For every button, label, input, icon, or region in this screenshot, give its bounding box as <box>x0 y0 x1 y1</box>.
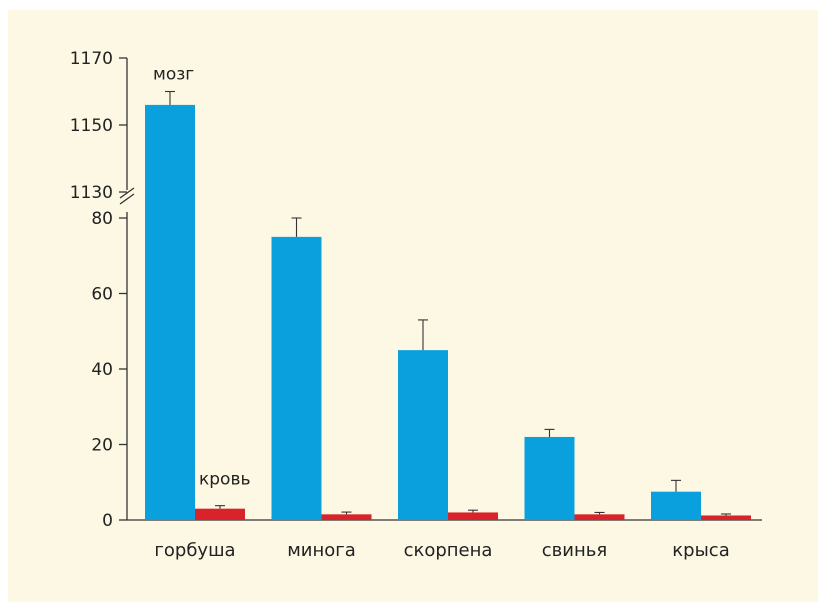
x-tick-label: свинья <box>542 540 607 561</box>
series-label-blood: кровь <box>199 470 251 490</box>
y-tick-label: 1130 <box>70 183 113 203</box>
series-label-brain: мозг <box>153 65 194 85</box>
axis-break-mark <box>119 193 135 205</box>
axis-break-mark <box>119 187 135 199</box>
y-tick-label: 0 <box>102 511 113 531</box>
y-tick-label: 60 <box>91 285 113 305</box>
plot-area: 0 20 40 60 80 1130 1150 1170 горбуша минога скорпе… <box>70 49 762 561</box>
x-tick-label: крыса <box>672 540 729 561</box>
bar-blood-2 <box>448 512 498 520</box>
y-tick-label: 40 <box>91 360 113 380</box>
x-tick-label: минога <box>287 540 356 561</box>
y-tick-label: 20 <box>91 436 113 456</box>
x-tick-label: горбуша <box>154 540 235 561</box>
bar-brain-3 <box>524 436 575 520</box>
bar-blood-4 <box>701 515 751 520</box>
bar-blood-0 <box>195 508 245 520</box>
x-tick-label: скорпена <box>404 540 493 561</box>
y-tick-label: 80 <box>91 209 113 229</box>
bar-brain-1 <box>271 236 322 520</box>
bar-brain-2 <box>398 350 448 520</box>
bar-blood-3 <box>574 514 625 520</box>
bar-brain-0 <box>145 104 195 521</box>
bar-brain-4 <box>651 491 701 520</box>
bar-blood-1 <box>321 514 372 520</box>
y-tick-label: 1150 <box>70 116 113 136</box>
y-tick-label: 1170 <box>70 49 113 69</box>
